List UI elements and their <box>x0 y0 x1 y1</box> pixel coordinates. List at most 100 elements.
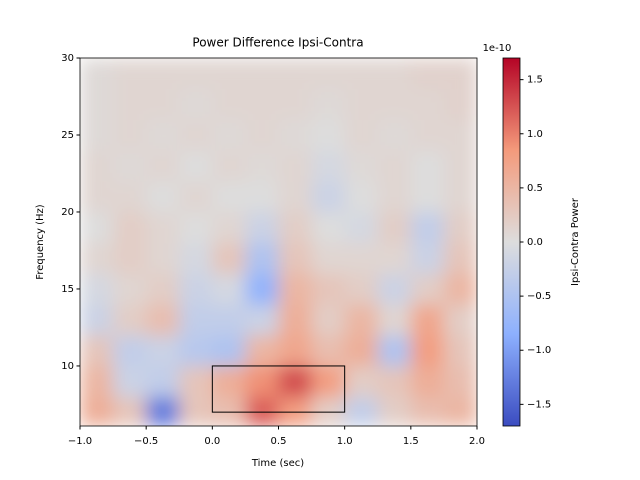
heatmap-cell <box>179 335 213 367</box>
heatmap-cell <box>278 396 313 426</box>
heatmap-cell <box>311 211 346 244</box>
x-tick-label: 1.5 <box>403 436 419 447</box>
heatmap-cell <box>311 396 346 426</box>
heatmap-cell <box>278 273 313 305</box>
heatmap-cell <box>245 273 279 305</box>
heatmap-cell <box>113 396 147 426</box>
heatmap-cell <box>443 396 477 426</box>
colorbar-tick-label: 0.0 <box>527 237 543 248</box>
heatmap-cell <box>245 304 279 336</box>
heatmap-cell <box>113 181 147 213</box>
heatmap-cell <box>245 150 279 182</box>
heatmap-cell <box>278 150 313 182</box>
heatmap-cell <box>212 335 246 367</box>
roi-box <box>211 365 346 413</box>
heatmap-cell <box>410 242 445 275</box>
heatmap-cell <box>278 58 313 90</box>
y-tick-label: 30 <box>61 53 74 64</box>
heatmap-cell <box>146 150 180 182</box>
heatmap-cell <box>146 58 180 90</box>
heatmap-cell <box>80 150 114 182</box>
heatmap-cell <box>278 211 313 244</box>
x-tick-label: −0.5 <box>134 436 158 447</box>
heatmap-cell <box>410 88 445 121</box>
chart-title: Power Difference Ipsi-Contra <box>192 36 363 50</box>
heatmap-cell <box>146 396 180 426</box>
heatmap-cell <box>146 304 180 336</box>
heatmap-cell <box>278 365 313 398</box>
heatmap-cell <box>146 88 180 121</box>
heatmap-cell <box>311 365 346 398</box>
heatmap-cell <box>245 396 279 426</box>
heatmap-cell <box>113 211 147 244</box>
heatmap-cell <box>344 211 379 244</box>
x-tick-label: 1.0 <box>337 436 353 447</box>
heatmap-cell <box>113 365 147 398</box>
heatmap-cell <box>80 242 114 275</box>
heatmap-cell <box>245 119 279 151</box>
heatmap-cell <box>278 335 313 367</box>
heatmap-cell <box>212 273 246 305</box>
heatmap-cell <box>212 365 246 398</box>
heatmap-cell <box>278 88 313 121</box>
heatmap-cell <box>344 273 379 305</box>
heatmap-cell <box>212 88 246 121</box>
heatmap-cell <box>179 304 213 336</box>
heatmap-cell <box>344 88 379 121</box>
y-tick-label: 20 <box>61 207 74 218</box>
heatmap-cell <box>80 304 114 336</box>
heatmap-cell <box>245 88 279 121</box>
y-tick-label: 15 <box>61 284 74 295</box>
heatmap-cell <box>179 365 213 398</box>
heatmap-cell <box>443 150 477 182</box>
heatmap-cell <box>344 335 379 367</box>
heatmap-cell <box>179 211 213 244</box>
heatmap-cell <box>410 150 445 182</box>
heatmap-cells <box>80 58 477 426</box>
heatmap-cell <box>179 58 213 90</box>
heatmap-cell <box>410 211 445 244</box>
heatmap-cell <box>443 88 477 121</box>
heatmap-cell <box>410 335 445 367</box>
heatmap-cell <box>278 119 313 151</box>
colorbar-tick-label: 0.5 <box>527 183 543 194</box>
heatmap-cell <box>113 335 147 367</box>
heatmap-cell <box>212 181 246 213</box>
heatmap-cell <box>344 396 379 426</box>
heatmap-cell <box>443 304 477 336</box>
heatmap-cell <box>410 58 445 90</box>
heatmap-cell <box>278 181 313 213</box>
heatmap-cell <box>212 304 246 336</box>
heatmap-cell <box>212 242 246 275</box>
heatmap-cell <box>443 119 477 151</box>
heatmap-cell <box>179 181 213 213</box>
heatmap-cell <box>344 304 379 336</box>
heatmap-cell <box>443 211 477 244</box>
heatmap-cell <box>377 396 412 426</box>
heatmap-cell <box>311 335 346 367</box>
heatmap-cell <box>245 58 279 90</box>
colorbar-tick-label: −1.0 <box>527 345 551 356</box>
heatmap-cell <box>212 58 246 90</box>
colorbar-tick-label: −0.5 <box>527 291 551 302</box>
colorbar-tick-label: 1.5 <box>527 75 543 86</box>
heatmap-cell <box>179 119 213 151</box>
heatmap-cell <box>377 211 412 244</box>
heatmap-cell <box>410 119 445 151</box>
heatmap-cell <box>377 365 412 398</box>
heatmap-cell <box>179 242 213 275</box>
heatmap-cell <box>80 181 114 213</box>
heatmap-cell <box>377 88 412 121</box>
colorbar-label: Ipsi-Contra Power <box>570 197 581 286</box>
heatmap-cell <box>410 273 445 305</box>
heatmap-cell <box>344 119 379 151</box>
heatmap-cell <box>212 211 246 244</box>
heatmap-cell <box>179 396 213 426</box>
heatmap-cell <box>245 211 279 244</box>
heatmap-cell <box>80 88 114 121</box>
y-axis-label: Frequency (Hz) <box>35 204 46 280</box>
heatmap-cell <box>377 181 412 213</box>
heatmap-cell <box>410 396 445 426</box>
heatmap-cell <box>146 242 180 275</box>
